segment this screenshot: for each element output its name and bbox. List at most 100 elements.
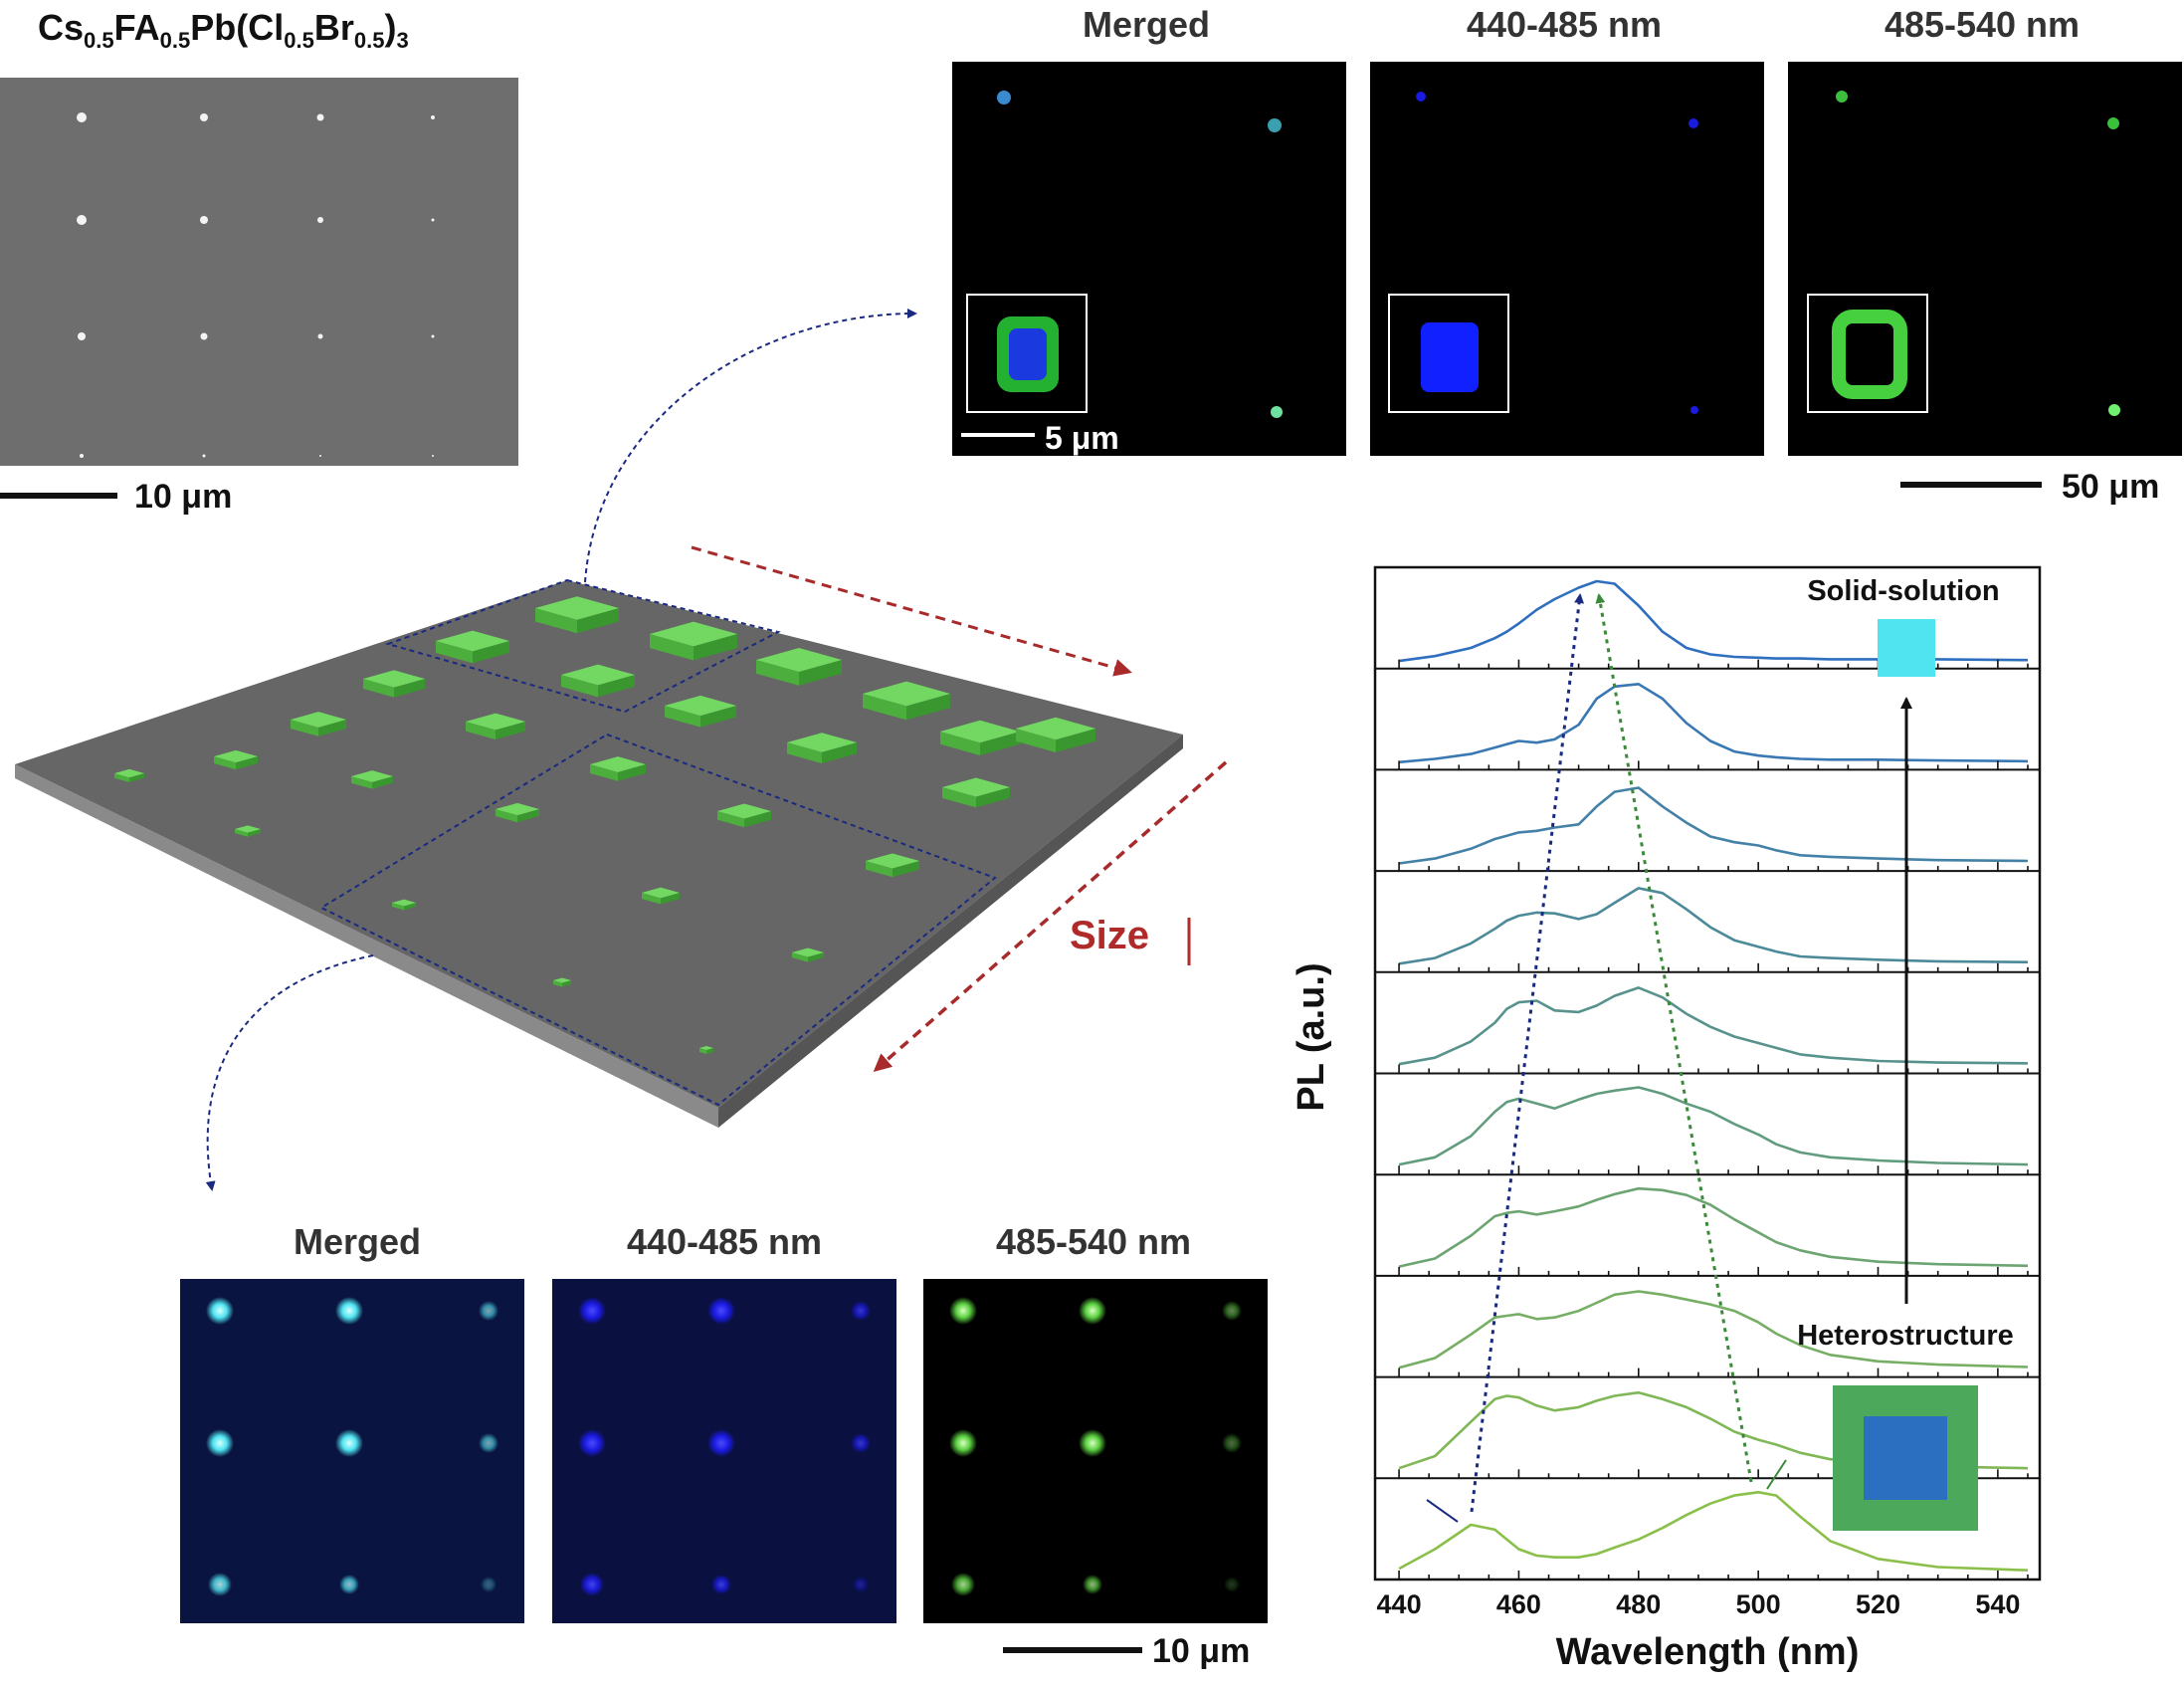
spectrum-line xyxy=(1398,786,2029,865)
sem-dot xyxy=(77,215,87,225)
crystal-face-right xyxy=(598,675,635,698)
zoom-arrow-top xyxy=(584,309,917,583)
crystal-face-left xyxy=(866,861,893,878)
crystal-face-left xyxy=(466,722,496,739)
crystal-face-right xyxy=(906,694,950,721)
emission-dot xyxy=(711,1575,731,1594)
size-label: Size xyxy=(1070,914,1149,957)
crystal-face-left xyxy=(561,675,598,698)
crystal-face-right xyxy=(404,903,416,911)
crystal-face-right xyxy=(744,811,771,828)
crystal-face-left xyxy=(496,809,517,823)
emission-dot xyxy=(853,1577,869,1592)
crystal-face-right xyxy=(562,980,571,987)
crystal-top xyxy=(351,770,393,782)
emission-dot xyxy=(479,1301,498,1321)
x-tick-label: 520 xyxy=(1856,1589,1900,1619)
blue-peak-marker xyxy=(1426,1499,1459,1523)
emission-dot xyxy=(335,1429,363,1457)
crystal-face-right xyxy=(236,756,258,770)
crystal-face-left xyxy=(792,952,808,962)
crystal-face-left xyxy=(553,980,562,987)
emission-dot xyxy=(1079,1429,1106,1457)
blue-dot xyxy=(1690,406,1698,414)
crystal-face-left xyxy=(717,811,744,828)
blue-peak-trend xyxy=(1470,593,1585,1513)
crystal-face-left xyxy=(665,706,700,728)
emission-dot xyxy=(479,1433,498,1453)
sem-dot xyxy=(80,454,84,458)
crystal-array xyxy=(114,596,1095,1054)
crystal-top xyxy=(792,947,824,957)
formula-title: Cs0.5FA0.5Pb(Cl0.5Br0.5)3 xyxy=(38,7,409,53)
sem-dot xyxy=(202,454,206,458)
emission-dot xyxy=(206,1297,234,1325)
spectrum-line xyxy=(1398,682,2029,764)
x-tick-label: 480 xyxy=(1616,1589,1661,1619)
green-dot xyxy=(2108,404,2120,416)
crystal-top xyxy=(699,1046,713,1050)
sem-dot xyxy=(200,332,208,340)
crystal-top xyxy=(863,681,950,707)
top-region-box xyxy=(384,578,781,714)
crystal-top xyxy=(561,664,635,686)
size-arrow-horizontal xyxy=(691,545,1132,677)
sem-dot xyxy=(431,218,435,222)
heterostructure-core-swatch xyxy=(1864,1416,1947,1500)
sem-dot xyxy=(432,455,434,457)
substrate-right-edge xyxy=(718,735,1183,1128)
annotation-heterostructure: Heterostructure xyxy=(1797,1320,2014,1352)
sem-dot xyxy=(77,112,87,122)
emission-dot xyxy=(208,1573,232,1596)
bottom-scalebar-label: 10 μm xyxy=(1152,1632,1250,1670)
green-peak-marker xyxy=(1766,1459,1787,1490)
emission-dot xyxy=(1222,1433,1242,1453)
crystal-top xyxy=(665,695,736,717)
emission-dot xyxy=(851,1433,871,1453)
sem-image: 10 μm xyxy=(0,78,518,516)
chart-xlabel: Wavelength (nm) xyxy=(1556,1631,1860,1673)
merged-inset-frame xyxy=(966,294,1088,413)
sem-dot xyxy=(316,113,324,121)
emission-dot xyxy=(335,1297,363,1325)
substrate-top xyxy=(15,580,1183,1108)
emission-dot xyxy=(1222,1301,1242,1321)
crystal-face-left xyxy=(787,742,822,763)
crystal-top xyxy=(756,647,842,673)
crystal-face-right xyxy=(129,773,144,782)
bottom-label-green: 485-540 nm xyxy=(996,1221,1191,1262)
chart-series xyxy=(1375,579,2040,1572)
sem-dot xyxy=(317,333,323,339)
crystal-face-left xyxy=(392,903,404,911)
crystal-top xyxy=(717,803,771,819)
crystal-face-left xyxy=(756,660,799,686)
sem-dot xyxy=(431,334,435,338)
crystal-face-left xyxy=(699,1048,706,1054)
crystal-top xyxy=(114,768,144,778)
crystal-face-left xyxy=(942,787,976,808)
crystal-face-right xyxy=(372,776,393,789)
chart-ticks: 440 460 480 500 520 540 xyxy=(1377,659,2029,1619)
sem-dot xyxy=(319,455,321,457)
crystal-face-left xyxy=(642,893,661,905)
crystal-face-left xyxy=(940,732,980,755)
emission-dot xyxy=(578,1429,606,1457)
crystal-top xyxy=(942,777,1010,797)
crystal-face-left xyxy=(863,694,906,721)
crystal-face-left xyxy=(363,679,394,698)
green-inset-frame xyxy=(1807,294,1928,413)
spectrum-line xyxy=(1398,1086,2029,1166)
green-peak-trend xyxy=(1595,593,1753,1483)
crystal-face-right xyxy=(893,861,919,878)
top-panels: Merged 440-485 nm 485-540 nm 5 μm 50 μm xyxy=(952,4,2182,506)
schematic: Size xyxy=(15,309,1228,1191)
crystal-face-left xyxy=(235,829,248,837)
emission-dot xyxy=(1079,1297,1106,1325)
crystal-top xyxy=(235,825,261,833)
spectrum-line xyxy=(1398,986,2029,1066)
bottom-label-blue: 440-485 nm xyxy=(627,1221,822,1262)
spectrum-line xyxy=(1398,1491,2029,1572)
top-label-green: 485-540 nm xyxy=(1885,4,2080,45)
top-label-merged: Merged xyxy=(1083,4,1210,45)
solid-solution-swatch xyxy=(1878,619,1935,677)
